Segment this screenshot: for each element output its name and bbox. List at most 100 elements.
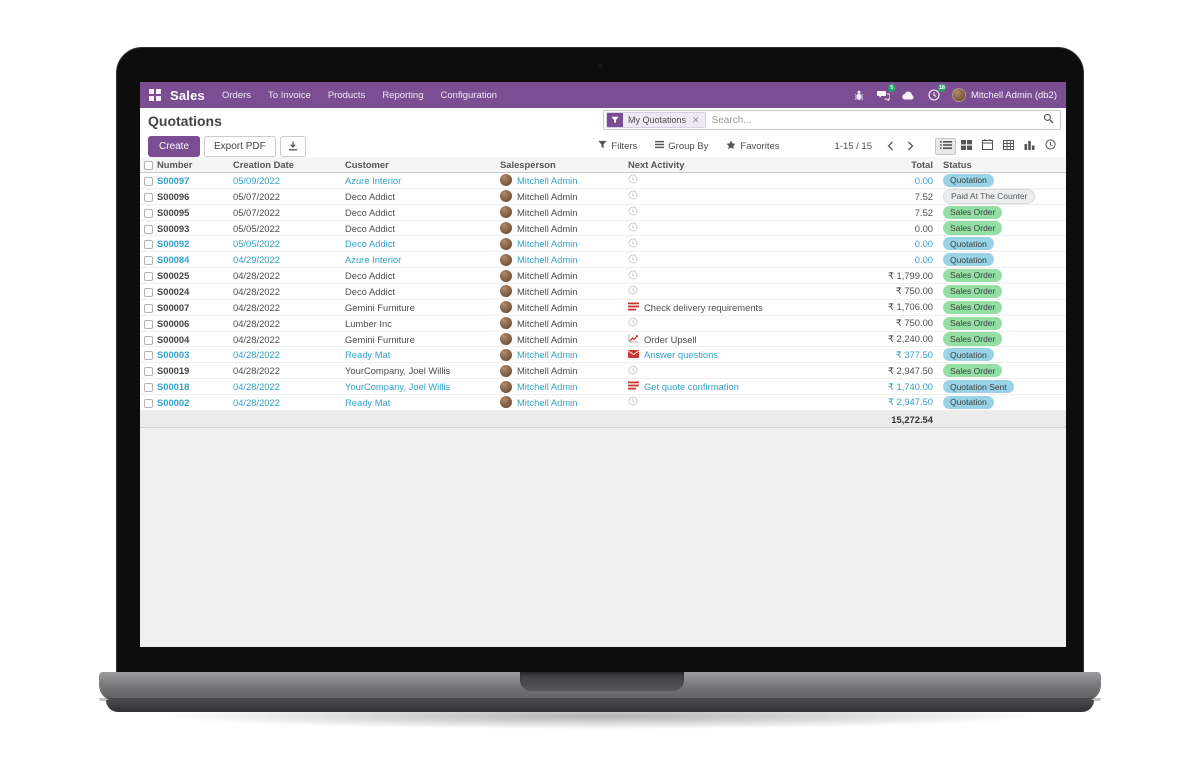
table-row[interactable]: S00093 05/05/2022 Deco Addict Mitchell Admi…: [140, 220, 1066, 237]
cell-next-activity[interactable]: [628, 396, 828, 408]
table-row[interactable]: S00095 05/07/2022 Deco Addict Mitchell Admi…: [140, 204, 1066, 221]
row-checkbox[interactable]: [140, 302, 157, 313]
cell-creation-date: 05/07/2022: [233, 206, 280, 218]
pager-next-icon[interactable]: [907, 141, 914, 151]
cell-number: S00093: [157, 222, 190, 234]
cell-next-activity[interactable]: [628, 285, 828, 297]
cell-customer: YourCompany, Joel Willis: [345, 365, 451, 377]
table-row[interactable]: S00097 05/09/2022 Azure Interior Mitchell A…: [140, 173, 1066, 189]
table-row[interactable]: S00092 05/05/2022 Deco Addict Mitchell Admi…: [140, 236, 1066, 253]
column-header-total[interactable]: Total: [911, 159, 933, 170]
table-row[interactable]: S00025 04/28/2022 Deco Addict Mitchell Admi…: [140, 268, 1066, 285]
bug-icon[interactable]: [852, 88, 866, 102]
filters-menu[interactable]: Filters: [598, 140, 637, 153]
table-row[interactable]: S00096 05/07/2022 Deco Addict Mitchell Admi…: [140, 188, 1066, 205]
row-checkbox[interactable]: [140, 286, 157, 297]
cell-number: S00084: [157, 254, 190, 266]
view-switch-activity[interactable]: [1040, 138, 1061, 155]
table-row[interactable]: S00024 04/28/2022 Deco Addict Mitchell Admi…: [140, 284, 1066, 300]
row-checkbox[interactable]: [140, 191, 157, 202]
content-empty-area: [140, 428, 1066, 647]
pager-previous-icon[interactable]: [887, 141, 894, 151]
create-button[interactable]: Create: [148, 135, 201, 157]
view-switch-calendar[interactable]: [977, 138, 998, 155]
cell-customer: Deco Addict: [345, 222, 396, 234]
cell-status: Sales Order: [935, 221, 1066, 235]
row-checkbox[interactable]: [140, 365, 157, 377]
cell-status: Quotation: [935, 395, 1066, 410]
cell-next-activity[interactable]: [628, 270, 828, 282]
view-switch-list[interactable]: [935, 137, 956, 155]
salesperson-avatar: [500, 269, 512, 282]
cell-status: Sales Order: [935, 316, 1066, 330]
menu-label: Group By: [668, 140, 709, 152]
column-header-next-activity[interactable]: Next Activity: [628, 159, 685, 170]
group-by-menu[interactable]: Group By: [655, 140, 708, 153]
table-row[interactable]: S00084 04/29/2022 Azure Interior Mitchell A…: [140, 252, 1066, 269]
row-checkbox[interactable]: [140, 207, 157, 218]
cell-next-activity[interactable]: Get quote confirmation: [628, 381, 828, 392]
row-checkbox[interactable]: [140, 254, 157, 266]
cell-next-activity[interactable]: Answer questions: [628, 349, 828, 360]
nav-menu-to-invoice[interactable]: To Invoice: [268, 89, 311, 101]
user-menu[interactable]: Mitchell Admin (db2): [951, 88, 1057, 102]
row-checkbox[interactable]: [140, 175, 157, 186]
row-checkbox[interactable]: [140, 381, 157, 393]
view-switch-pivot[interactable]: [998, 138, 1019, 155]
export-pdf-button[interactable]: Export PDF: [204, 135, 276, 157]
status-badge: Sales Order: [943, 268, 1003, 283]
laptop-notch: [520, 672, 684, 691]
table-row[interactable]: S00006 04/28/2022 Lumber Inc Mitchell Admin…: [140, 315, 1066, 332]
cell-next-activity[interactable]: Check delivery requirements: [628, 302, 828, 313]
apps-grid-icon[interactable]: [149, 89, 161, 101]
search-input[interactable]: [705, 114, 1043, 126]
nav-menu-reporting[interactable]: Reporting: [382, 89, 424, 101]
nav-menu-orders[interactable]: Orders: [221, 89, 252, 101]
row-checkbox[interactable]: [140, 334, 157, 345]
app-brand[interactable]: Sales: [170, 87, 205, 103]
salesperson-name: Mitchell Admin: [517, 285, 578, 297]
cell-status: Paid At The Counter: [935, 188, 1066, 204]
nav-menu-products[interactable]: Products: [327, 89, 366, 101]
table-row[interactable]: S00018 04/28/2022 YourCompany, Joel Willis…: [140, 379, 1066, 396]
cell-next-activity[interactable]: [628, 174, 828, 186]
activities-icon[interactable]: 18: [927, 84, 946, 102]
facet-remove-icon[interactable]: ✕: [691, 113, 705, 127]
column-header-salesperson[interactable]: Salesperson: [500, 159, 556, 170]
search-icon[interactable]: [1043, 111, 1054, 129]
cell-next-activity[interactable]: [628, 190, 828, 202]
column-header-creation-date[interactable]: Creation Date: [233, 159, 294, 170]
column-header-number[interactable]: Number: [157, 159, 193, 170]
row-checkbox[interactable]: [140, 238, 157, 250]
column-header-customer[interactable]: Customer: [345, 159, 389, 170]
table-row[interactable]: S00019 04/28/2022 YourCompany, Joel Willis…: [140, 363, 1066, 380]
row-checkbox[interactable]: [140, 318, 157, 329]
cell-next-activity[interactable]: [628, 222, 828, 234]
row-checkbox[interactable]: [140, 270, 157, 282]
table-row[interactable]: S00003 04/28/2022 Ready Mat Mitchell Admin A…: [140, 347, 1066, 364]
nav-menu-configuration[interactable]: Configuration: [440, 89, 498, 101]
cell-next-activity[interactable]: [628, 317, 828, 329]
cell-customer: Deco Addict: [345, 190, 396, 202]
messages-icon[interactable]: 5: [877, 84, 896, 102]
select-all-checkbox[interactable]: [140, 159, 157, 170]
view-switch-kanban[interactable]: [956, 138, 977, 155]
cell-next-activity[interactable]: [628, 365, 828, 377]
row-checkbox[interactable]: [140, 223, 157, 234]
view-switch-graph[interactable]: [1019, 138, 1040, 155]
cell-next-activity[interactable]: Order Upsell: [628, 333, 828, 345]
salesperson-name: Mitchell Admin: [517, 365, 578, 377]
cell-next-activity[interactable]: [628, 238, 828, 250]
table-row[interactable]: S00002 04/28/2022 Ready Mat Mitchell Admin ₹…: [140, 395, 1066, 411]
table-row[interactable]: S00004 04/28/2022 Gemini Furniture Mitchell…: [140, 331, 1066, 348]
favorites-menu[interactable]: Favorites: [726, 140, 780, 153]
cloud-icon[interactable]: [902, 88, 916, 102]
salesperson-avatar: [500, 253, 512, 266]
download-button[interactable]: [279, 135, 306, 157]
cell-next-activity[interactable]: [628, 254, 828, 266]
row-checkbox[interactable]: [140, 397, 157, 408]
table-row[interactable]: S00007 04/28/2022 Gemini Furniture Mitchell…: [140, 299, 1066, 316]
row-checkbox[interactable]: [140, 349, 157, 361]
column-header-status[interactable]: Status: [943, 159, 972, 170]
cell-next-activity[interactable]: [628, 206, 828, 218]
